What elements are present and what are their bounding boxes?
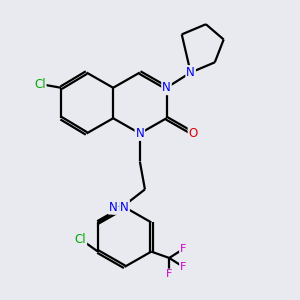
Text: Cl: Cl (34, 77, 46, 91)
Text: F: F (166, 269, 172, 280)
Text: N: N (186, 66, 195, 79)
Text: H: H (113, 201, 122, 214)
Text: N: N (120, 201, 129, 214)
Text: N: N (109, 201, 118, 214)
Text: F: F (180, 244, 186, 254)
Text: Cl: Cl (74, 232, 86, 246)
Text: N: N (162, 81, 171, 94)
Text: F: F (180, 262, 186, 272)
Text: O: O (189, 127, 198, 140)
Text: N: N (136, 127, 144, 140)
